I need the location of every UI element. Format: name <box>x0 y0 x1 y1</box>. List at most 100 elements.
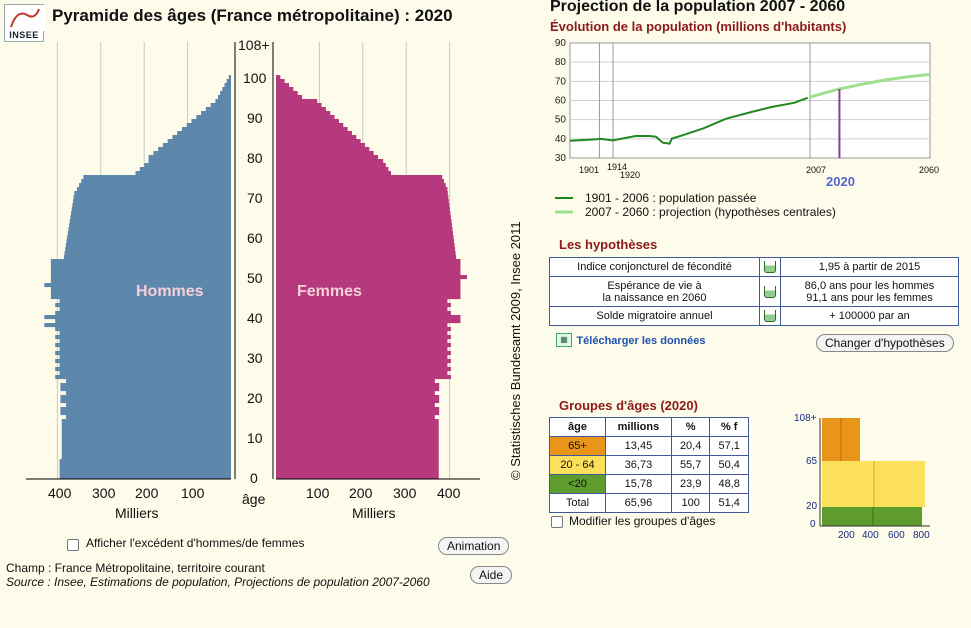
pyramid-bar-femmes <box>276 91 298 96</box>
pyramid-bar-femmes <box>276 335 451 340</box>
pyramid-bar-femmes <box>276 291 461 296</box>
pyramid-bar-hommes <box>44 315 231 320</box>
pyramid-bar-hommes <box>79 183 231 188</box>
pyramid-bar-femmes <box>276 199 449 204</box>
legend-swatches <box>555 197 573 214</box>
pyramid-bar-hommes <box>59 355 231 360</box>
pyramid-bar-femmes <box>276 295 461 300</box>
highlight-year: 2020 <box>826 174 855 189</box>
col-header-age: âge <box>549 417 606 437</box>
pyramid-bar-femmes <box>276 187 448 192</box>
hypothesis-row-esperance: Espérance de vie à la naissance en 2060 … <box>549 276 959 307</box>
pyramid-bar-hommes <box>44 283 231 288</box>
pyramid-bar-femmes <box>276 391 435 396</box>
pyramid-bar-femmes <box>276 399 440 404</box>
pctf-cell: 57,1 <box>709 436 749 456</box>
pyramid-bar-hommes <box>55 375 232 380</box>
age-tick-50: 50 <box>247 270 263 286</box>
pyramid-bar-hommes <box>59 347 231 352</box>
pyramid-bar-femmes <box>276 191 448 196</box>
pyramid-bar-femmes <box>276 79 285 84</box>
proj-y-tick: 30 <box>555 153 567 164</box>
age-axis-label: âge <box>242 491 266 507</box>
pyramid-bar-femmes <box>276 127 348 132</box>
x-tick-1920: 1920 <box>620 170 641 180</box>
age-top-label: 108+ <box>238 37 270 53</box>
pyramid-bar-hommes <box>201 111 231 116</box>
age-tick-40: 40 <box>247 310 263 326</box>
millions-cell: 15,78 <box>605 474 672 494</box>
download-icon: ▦ <box>556 332 572 347</box>
pyramid-bar-femmes <box>276 379 435 384</box>
pyramid-bar-femmes <box>276 451 439 456</box>
pyramid-bar-hommes <box>59 471 231 476</box>
aide-button[interactable]: Aide <box>470 566 513 584</box>
pyramid-bar-hommes <box>61 419 231 424</box>
modify-groups-label: Modifier les groupes d'âges <box>569 514 716 528</box>
insee-logo: INSEE <box>4 4 45 42</box>
pyramid-bar-hommes <box>61 451 231 456</box>
excess-checkbox[interactable] <box>67 539 79 551</box>
age-cell: 20 - 64 <box>549 455 606 475</box>
pyramid-bar-femmes <box>276 431 439 436</box>
download-link[interactable]: ▦ Télécharger les données <box>556 331 705 349</box>
copyright-credit: © Statistisches Bundesamt 2009, Insee 20… <box>508 221 523 480</box>
pyramid-bar-hommes <box>59 307 231 312</box>
proj-y-tick: 60 <box>555 96 567 107</box>
pct-cell: 100 <box>670 493 711 513</box>
pyramid-bar-hommes <box>59 463 231 468</box>
groups-title: Groupes d'âges (2020) <box>559 398 698 413</box>
pyramid-bar-femmes <box>276 319 461 324</box>
x-tick-right-400: 400 <box>437 485 461 501</box>
pyramid-bar-hommes <box>50 263 231 268</box>
age-tick-100: 100 <box>243 70 267 86</box>
population-projection-chart: 90 80 70 60 50 40 30 <box>555 38 931 164</box>
projection-y-labels: 90 80 70 60 50 40 30 <box>555 38 567 164</box>
pyramid-bar-hommes <box>172 135 231 140</box>
pyramid-bar-hommes <box>59 331 231 336</box>
insee-logo-icon <box>5 5 45 31</box>
pyramid-bar-hommes <box>61 435 231 440</box>
pyramid-bar-hommes <box>50 291 231 296</box>
pyramid-bar-femmes <box>276 427 439 432</box>
animation-button[interactable]: Animation <box>438 537 510 555</box>
pyramid-bar-hommes <box>61 447 231 452</box>
hypothesis-value: 1,95 à partir de 2015 <box>780 257 959 277</box>
pyramid-bar-femmes <box>276 255 457 260</box>
esperance-selector[interactable] <box>759 276 781 307</box>
pyramid-bar-femmes <box>276 359 451 364</box>
pyramid-bar-femmes <box>276 251 456 256</box>
pyramid-bar-hommes <box>61 439 231 444</box>
pyramid-bar-hommes <box>50 259 231 264</box>
x-tick-left-200: 200 <box>135 485 159 501</box>
pyramid-bar-femmes <box>276 327 451 332</box>
modify-groups-checkbox[interactable] <box>551 516 563 528</box>
pyramid-bar-femmes <box>276 183 446 188</box>
pyramid-bar-femmes <box>276 171 392 176</box>
pyramid-bar-hommes <box>67 231 231 236</box>
migration-selector[interactable] <box>759 306 781 326</box>
champ-note: Champ : France Métropolitaine, territoir… <box>6 561 265 575</box>
x-tick-left-100: 100 <box>181 485 205 501</box>
pyramid-bar-femmes <box>276 331 448 336</box>
pyramid-bar-hommes <box>59 371 231 376</box>
pct-cell: 23,9 <box>670 474 711 494</box>
mini-bar-20-64 <box>822 461 925 507</box>
legend-past-label: 1901 - 2006 : population passée <box>585 191 757 205</box>
pyramid-bar-femmes <box>276 383 440 388</box>
excess-checkbox-label: Afficher l'excédent d'hommes/de femmes <box>86 536 305 550</box>
projection-title: Projection de la population 2007 - 2060 <box>550 0 846 15</box>
pyramid-bar-hommes <box>59 475 231 480</box>
pyramid-bar-femmes <box>276 407 440 412</box>
pyramid-bar-femmes <box>276 247 456 252</box>
pctf-cell: 48,8 <box>709 474 749 494</box>
pyramid-bar-hommes <box>81 179 232 184</box>
fecondite-selector[interactable] <box>759 257 781 277</box>
pyramid-bar-hommes <box>191 119 231 124</box>
age-tick-60: 60 <box>247 230 263 246</box>
pyramid-bar-hommes <box>71 207 231 212</box>
pyramid-bar-hommes <box>217 95 231 100</box>
pyramid-bar-femmes <box>276 303 451 308</box>
change-hypotheses-button[interactable]: Changer d'hypothèses <box>816 334 954 352</box>
age-tick-70: 70 <box>247 190 263 206</box>
